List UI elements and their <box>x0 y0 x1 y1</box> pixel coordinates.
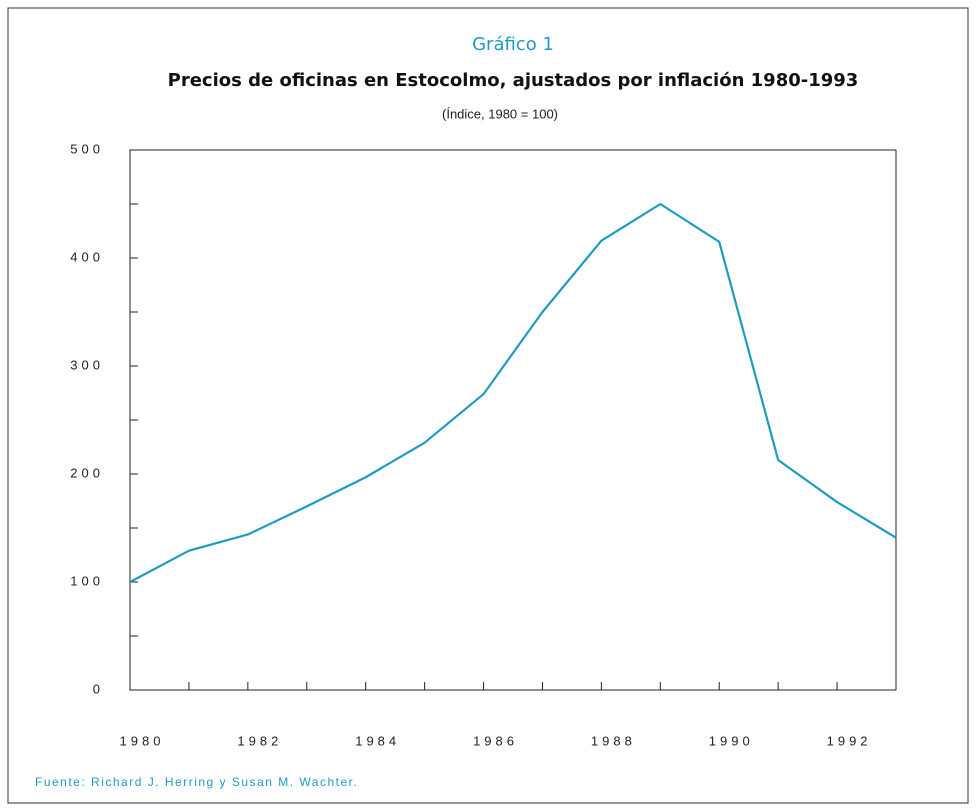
y-tick-label: 300 <box>70 357 104 372</box>
x-tick-label: 1992 <box>827 733 872 748</box>
y-tick-label: 200 <box>70 465 104 480</box>
y-tick-label: 500 <box>70 141 104 156</box>
x-tick-label: 1986 <box>473 733 518 748</box>
source-note: Fuente: Richard J. Herring y Susan M. Wa… <box>35 775 358 789</box>
x-tick-label: 1982 <box>237 733 282 748</box>
frame <box>7 7 969 804</box>
y-tick-label: 0 <box>93 681 104 696</box>
x-tick-label: 1980 <box>120 733 165 748</box>
chart-subtitle: (Índice, 1980 = 100) <box>442 106 558 121</box>
chart-kicker: Gráfico 1 <box>472 34 554 55</box>
y-tick-label: 400 <box>70 249 104 264</box>
x-tick-label: 1984 <box>355 733 400 748</box>
plot-frame <box>129 149 897 691</box>
x-tick-label: 1990 <box>709 733 754 748</box>
x-tick-label: 1988 <box>591 733 636 748</box>
data-line <box>129 202 897 583</box>
y-tick-label: 100 <box>70 573 104 588</box>
chart-title: Precios de oficinas en Estocolmo, ajusta… <box>168 70 859 91</box>
